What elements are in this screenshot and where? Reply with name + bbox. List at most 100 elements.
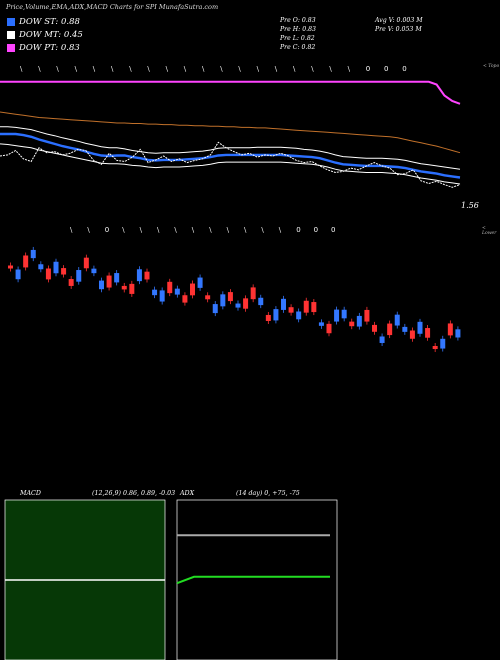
signal-marker-top: \ <box>166 65 169 73</box>
signal-marker-mid: \ <box>174 226 177 234</box>
signal-marker-top: \ <box>184 65 187 73</box>
signal-marker-top: \ <box>293 65 296 73</box>
candle-body <box>76 270 82 282</box>
candle-body <box>258 297 264 306</box>
candle-body <box>311 302 317 313</box>
signal-marker-top: \ <box>93 65 96 73</box>
side-tag-lower: < Lower <box>482 226 497 236</box>
legend-dow-pt-label: DOW PT: 0.83 <box>19 42 80 53</box>
prev-low: Pre L: 0.82 <box>280 35 315 42</box>
ema-line-0 <box>0 80 461 105</box>
prev-high: Pre H: 0.83 <box>280 26 316 33</box>
legend-swatch-blue <box>7 17 15 26</box>
candle-body <box>68 279 74 286</box>
candle-body <box>243 298 249 309</box>
signal-marker-top: 0 <box>366 65 370 73</box>
side-tag-top: < Topo <box>483 64 500 69</box>
candle-body <box>296 311 302 320</box>
signal-marker-top: \ <box>20 65 23 73</box>
candle-body <box>114 273 120 283</box>
candle-body <box>409 330 415 339</box>
signal-marker-mid: \ <box>209 226 212 234</box>
prev-open: Pre O: 0.83 <box>280 17 316 24</box>
signal-marker-mid: 0 <box>331 226 335 234</box>
ema-line-5 <box>0 141 461 188</box>
signal-marker-top: 0 <box>402 65 406 73</box>
candle-body <box>440 338 446 349</box>
adx-params: (14 day) 0, +75, -75 <box>236 490 300 497</box>
chart-title: Price,Volume,EMA,ADX,MACD Charts for SPI… <box>6 3 219 11</box>
legend-dow-st: DOW ST: 0.88 <box>7 16 80 27</box>
signal-marker-mid: \ <box>227 226 230 234</box>
candle-body <box>91 268 97 274</box>
ema-line-4 <box>0 143 461 185</box>
signal-marker-top: \ <box>129 65 132 73</box>
ema-line-3 <box>0 126 461 170</box>
candle-body <box>152 289 158 296</box>
candle-body <box>235 303 241 308</box>
candle-body <box>99 280 104 290</box>
legend-dow-st-label: DOW ST: 0.88 <box>19 16 80 27</box>
signal-marker-mid: 0 <box>314 226 318 234</box>
candle-body <box>8 265 13 269</box>
candle-body <box>61 268 67 275</box>
signal-marker-top: \ <box>56 65 59 73</box>
candle-body <box>220 294 226 307</box>
candle-body <box>30 249 36 259</box>
signal-marker-top: \ <box>75 65 78 73</box>
signal-marker-top: \ <box>257 65 260 73</box>
candle-body <box>349 321 355 327</box>
candle-body <box>417 321 423 334</box>
price-axis-label: 1.56 <box>461 201 479 210</box>
candle-body <box>106 275 112 288</box>
signal-marker-top: \ <box>348 65 351 73</box>
candle-body <box>425 328 431 338</box>
macd-params: (12,26,9) 0.86, 0.89, -0.03 <box>92 490 176 497</box>
candle-body <box>334 309 340 322</box>
prev-volume: Pre V: 0.053 M <box>375 26 422 33</box>
candle-body <box>182 295 188 303</box>
signal-marker-mid: \ <box>70 226 73 234</box>
legend-swatch-white <box>7 30 15 39</box>
candle-body <box>273 309 279 321</box>
candle-body <box>190 283 195 296</box>
adx-title: ADX <box>180 490 195 497</box>
legend-dow-mt-label: DOW MT: 0.45 <box>19 29 83 40</box>
signal-marker-top: \ <box>220 65 223 73</box>
candle-body <box>318 322 324 326</box>
legend-swatch-magenta <box>7 43 15 52</box>
signal-marker-mid: \ <box>192 226 195 234</box>
candle-body <box>144 271 150 280</box>
signal-marker-mid: \ <box>279 226 282 234</box>
signal-marker-mid: 0 <box>105 226 109 234</box>
candle-body <box>53 261 59 274</box>
candle-body <box>23 255 29 268</box>
candle-body <box>212 304 218 314</box>
avg-volume: Avg V: 0.003 M <box>375 17 423 24</box>
candle-body <box>136 269 142 282</box>
macd-title: MACD <box>20 490 41 497</box>
signal-marker-top: \ <box>147 65 150 73</box>
candle-body <box>129 283 135 294</box>
candle-body <box>205 295 211 300</box>
candle-body <box>45 268 51 280</box>
signal-marker-top: \ <box>329 65 332 73</box>
candle-body <box>432 345 438 350</box>
candle-body <box>364 309 370 322</box>
candle-body <box>372 324 377 332</box>
legend-dow-mt: DOW MT: 0.45 <box>7 29 83 40</box>
ema-line-1 <box>0 111 461 154</box>
candle-body <box>402 326 408 332</box>
signal-marker-top: \ <box>38 65 41 73</box>
candle-body <box>356 315 362 327</box>
candle-body <box>288 307 294 313</box>
candle-body <box>167 281 173 294</box>
signal-marker-top: \ <box>275 65 278 73</box>
candle-body <box>303 300 309 313</box>
signal-marker-mid: \ <box>87 226 90 234</box>
candle-body <box>281 298 286 310</box>
signal-marker-mid: \ <box>244 226 247 234</box>
candle-body <box>38 264 44 270</box>
candle-body <box>159 290 165 302</box>
